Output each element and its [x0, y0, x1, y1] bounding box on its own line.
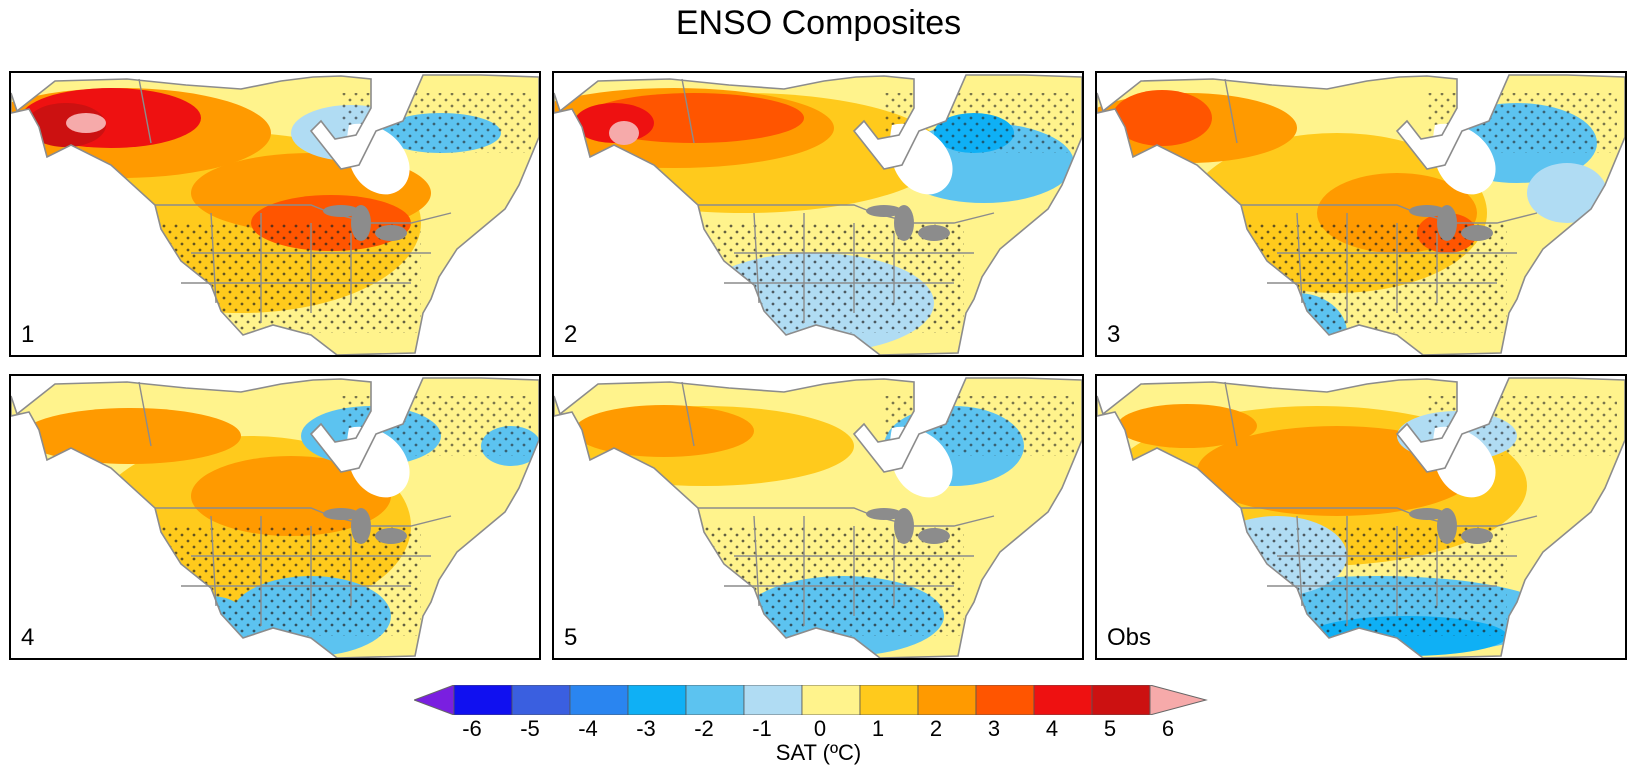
colorbar-arrow-low [414, 685, 455, 715]
colorbar-bin [975, 685, 1035, 715]
sat-anomaly-map [554, 74, 1082, 355]
colorbar-tick: 6 [1161, 716, 1175, 741]
anomaly-contour [1527, 163, 1607, 223]
panel-label: 5 [564, 624, 578, 651]
political-borders [681, 78, 995, 323]
coastline [1097, 377, 1625, 658]
anomaly-contour [1117, 404, 1257, 448]
hudson-bay [889, 426, 953, 498]
colorbar-arrow-high [1149, 685, 1208, 715]
map-panel-obs: Obs [1095, 374, 1627, 660]
colorbar-tick: 5 [1103, 716, 1117, 741]
map-panel-4: 4 [9, 374, 541, 660]
anomaly-contour [1112, 90, 1212, 146]
sat-anomaly-map [1097, 377, 1625, 658]
anomaly-contour [21, 408, 241, 464]
colorbar-tick: -3 [636, 716, 656, 741]
political-borders [1224, 78, 1538, 323]
coastline [554, 74, 1082, 355]
colorbar-tick: -1 [752, 716, 772, 741]
hudson-bay [346, 426, 410, 498]
political-borders [138, 78, 452, 323]
hudson-bay [1432, 123, 1496, 195]
sat-anomaly-map [554, 377, 1082, 658]
colorbar-bin [859, 685, 919, 715]
anomaly-contour [609, 121, 639, 145]
colorbar-tick: 3 [987, 716, 1001, 741]
coastline [554, 377, 1082, 658]
great-lakes [323, 205, 407, 241]
great-lakes [1409, 508, 1493, 544]
anomaly-contour [121, 293, 201, 353]
colorbar [414, 685, 1208, 715]
colorbar-bin [1091, 685, 1151, 715]
coastline [1097, 74, 1625, 355]
sat-anomaly-map [1097, 74, 1625, 355]
hudson-bay [346, 123, 410, 195]
coastline [11, 377, 539, 658]
colorbar-ticks: -6 -5 -4 -3 -2 -1 0 1 2 3 4 5 6 [0, 716, 1637, 744]
coastline [11, 74, 539, 355]
colorbar-tick: -6 [462, 716, 482, 741]
colorbar-tick: 4 [1045, 716, 1059, 741]
hudson-bay [1432, 426, 1496, 498]
great-lakes [866, 508, 950, 544]
colorbar-tick: 1 [871, 716, 885, 741]
great-lakes [1409, 205, 1493, 241]
sat-anomaly-map [11, 377, 539, 658]
colorbar-tick: 0 [813, 716, 827, 741]
map-panel-5: 5 [552, 374, 1084, 660]
colorbar-label: SAT (ºC) [775, 740, 862, 765]
great-lakes [323, 508, 407, 544]
figure-title: ENSO Composites [675, 4, 962, 42]
panel-label: Obs [1107, 624, 1152, 651]
map-panel-3: 3 [1095, 71, 1627, 357]
colorbar-bin [569, 685, 629, 715]
colorbar-bin [743, 685, 803, 715]
political-borders [681, 381, 995, 626]
colorbar-tick: -5 [520, 716, 540, 741]
panel-label: 3 [1107, 321, 1121, 348]
colorbar-tick: 2 [929, 716, 943, 741]
panel-label: 2 [564, 321, 578, 348]
hudson-bay [889, 123, 953, 195]
sat-anomaly-map [11, 74, 539, 355]
colorbar-bin [685, 685, 745, 715]
panel-label: 1 [21, 321, 35, 348]
colorbar-bin [511, 685, 571, 715]
colorbar-tick: -2 [694, 716, 714, 741]
colorbar-bin [627, 685, 687, 715]
panel-label: 4 [21, 624, 35, 651]
colorbar-tick: -4 [578, 716, 598, 741]
political-borders [1224, 381, 1538, 626]
anomaly-contour [644, 283, 764, 355]
colorbar-bin [801, 685, 861, 715]
anomaly-layer [554, 396, 1074, 656]
map-panel-1: 1 [9, 71, 541, 357]
anomaly-contour [66, 113, 106, 133]
colorbar-bin [1033, 685, 1093, 715]
colorbar-bin [917, 685, 977, 715]
political-borders [138, 381, 452, 626]
colorbar-bin [453, 685, 513, 715]
map-panel-2: 2 [552, 71, 1084, 357]
anomaly-contour [574, 405, 754, 457]
great-lakes [866, 205, 950, 241]
